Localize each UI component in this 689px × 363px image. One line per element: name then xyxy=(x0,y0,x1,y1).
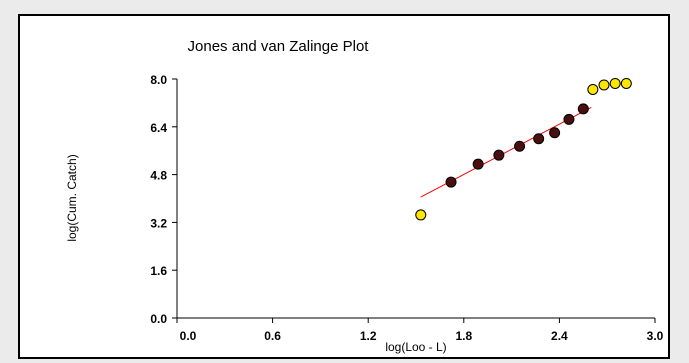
excluded-data-point xyxy=(620,77,632,89)
x-tick-label: 0.0 xyxy=(180,329,197,343)
x-axis-label: log(Loo - L) xyxy=(385,340,446,354)
axis-ticks: 0.0 0.6 1.2 1.8 2.4 3.0 0.0 1.6 3.2 4.8 6.4 8.0 xyxy=(150,73,663,343)
fitted-data-point xyxy=(549,127,561,139)
chart-title: Jones and van Zalinge Plot xyxy=(188,38,370,55)
x-tick-label: 1.2 xyxy=(360,329,377,343)
fitted-data-point xyxy=(514,140,526,152)
excluded-data-point xyxy=(587,83,599,95)
y-axis-label: log(Cum. Catch) xyxy=(65,154,79,241)
excluded-data-point xyxy=(415,209,427,221)
fitted-data-point xyxy=(533,133,545,145)
excluded-data-point xyxy=(609,77,621,89)
chart-frame: Jones and van Zalinge Plot 0.0 0.6 1.2 1.8 2… xyxy=(18,14,670,359)
y-tick-label: 3.2 xyxy=(150,216,167,230)
x-tick-label: 3.0 xyxy=(647,329,664,343)
data-points xyxy=(415,77,632,221)
fitted-data-point xyxy=(445,176,457,188)
fitted-data-point xyxy=(563,113,575,125)
scatter-chart: Jones and van Zalinge Plot 0.0 0.6 1.2 1.8 2… xyxy=(65,38,664,354)
y-tick-label: 0.0 xyxy=(150,312,167,326)
fitted-data-point xyxy=(472,158,484,170)
x-tick-label: 2.4 xyxy=(551,329,568,343)
fitted-data-point xyxy=(493,149,505,161)
y-tick-label: 8.0 xyxy=(150,73,167,87)
x-tick-label: 1.8 xyxy=(455,329,472,343)
y-tick-label: 6.4 xyxy=(150,121,167,135)
y-tick-label: 1.6 xyxy=(150,264,167,278)
x-tick-label: 0.6 xyxy=(264,329,281,343)
fitted-data-point xyxy=(577,103,589,115)
excluded-data-point xyxy=(598,79,610,91)
y-tick-label: 4.8 xyxy=(150,169,167,183)
